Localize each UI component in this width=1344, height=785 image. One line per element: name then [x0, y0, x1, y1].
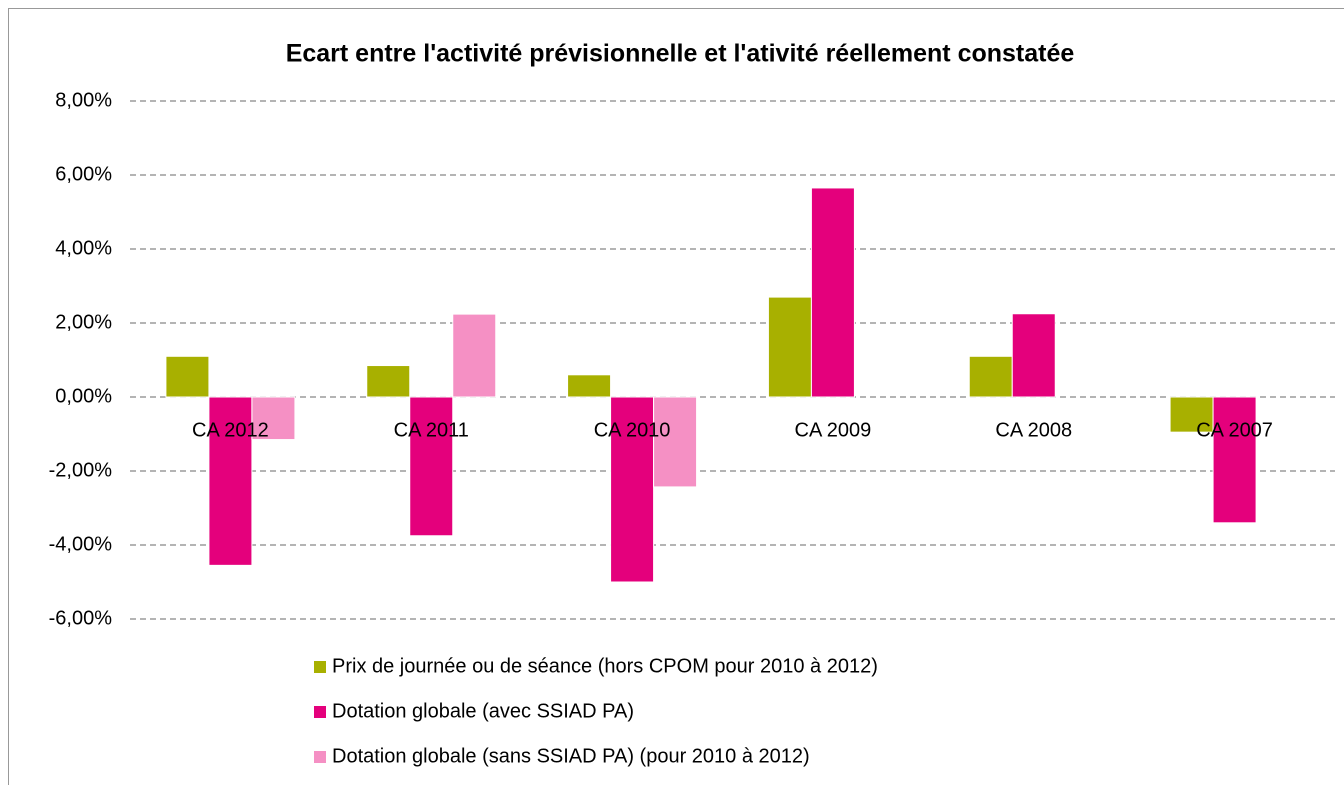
- chart-title: Ecart entre l'activité prévisionnelle et…: [286, 40, 1075, 68]
- bar: [208, 396, 253, 566]
- y-tick-label: 2,00%: [55, 311, 112, 333]
- bar: [653, 396, 698, 488]
- bar: [1169, 396, 1214, 433]
- bar: [251, 396, 296, 441]
- legend-label: Dotation globale (sans SSIAD PA) (pour 2…: [332, 745, 810, 767]
- x-tick-label: CA 2011: [394, 419, 469, 441]
- bar: [810, 187, 855, 398]
- bar: [165, 355, 210, 398]
- y-tick-label: -4,00%: [49, 533, 113, 555]
- bar: [452, 313, 497, 398]
- bar: [968, 355, 1013, 398]
- legend-swatch: [314, 661, 326, 673]
- y-tick-label: 4,00%: [55, 237, 112, 259]
- bar: [567, 374, 612, 398]
- y-tick-label: 6,00%: [55, 163, 112, 185]
- x-tick-label: CA 2007: [1196, 419, 1273, 441]
- bar: [1011, 313, 1056, 398]
- legend-label: Prix de journée ou de séance (hors CPOM …: [332, 655, 878, 677]
- x-tick-label: CA 2010: [594, 419, 671, 441]
- legend-label: Dotation globale (avec SSIAD PA): [332, 700, 634, 722]
- legend-swatch: [314, 706, 326, 718]
- y-tick-label: -6,00%: [49, 607, 113, 629]
- bar: [366, 365, 411, 398]
- bar: [1212, 396, 1257, 524]
- bar: [610, 396, 655, 583]
- y-tick-label: 0,00%: [55, 385, 112, 407]
- legend-swatch: [314, 751, 326, 763]
- y-tick-label: 8,00%: [55, 89, 112, 111]
- bar: [409, 396, 454, 537]
- bar: [767, 296, 812, 398]
- y-tick-label: -2,00%: [49, 459, 113, 481]
- x-tick-label: CA 2012: [192, 419, 269, 441]
- x-tick-label: CA 2008: [995, 419, 1072, 441]
- x-tick-label: CA 2009: [795, 419, 872, 441]
